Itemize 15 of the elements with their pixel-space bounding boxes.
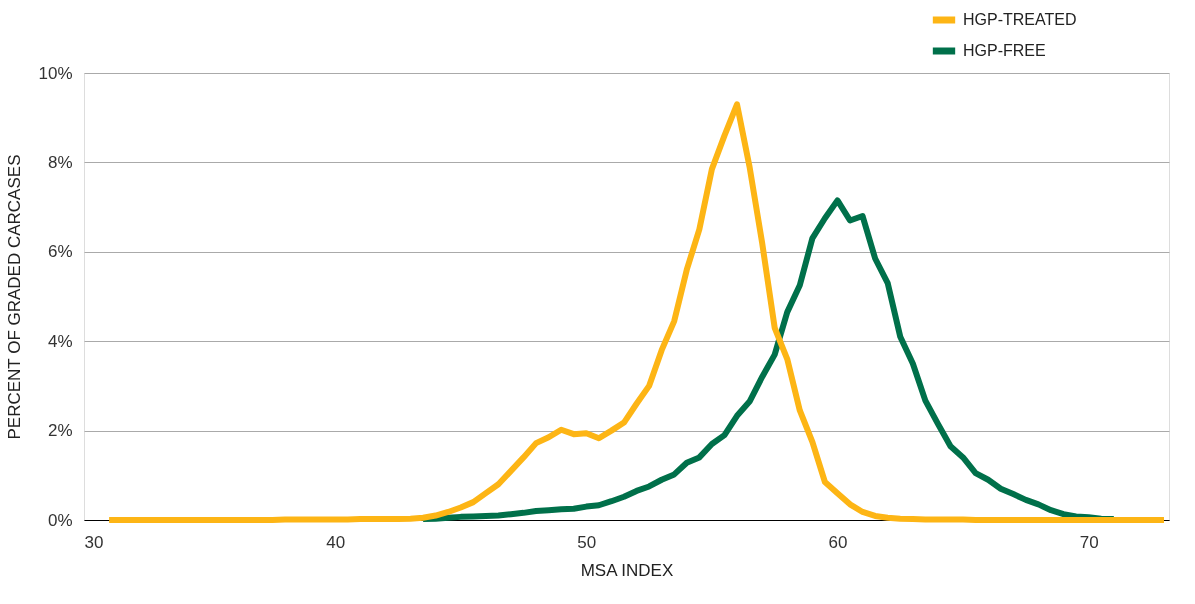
x-axis-title: MSA INDEX bbox=[580, 560, 674, 580]
y-axis-title: PERCENT OF GRADED CARCASES bbox=[5, 154, 25, 440]
legend-label: HGP-FREE bbox=[963, 42, 1046, 59]
y-tick-label: 10% bbox=[38, 63, 73, 83]
legend-label: HGP-TREATED bbox=[963, 11, 1077, 28]
x-tick-label: 50 bbox=[577, 532, 597, 552]
y-tick-label: 4% bbox=[47, 331, 73, 351]
y-tick-label: 8% bbox=[47, 152, 73, 172]
x-tick-label: 60 bbox=[828, 532, 848, 552]
y-tick-label: 2% bbox=[47, 421, 73, 441]
x-tick-label: 30 bbox=[84, 532, 104, 552]
x-tick-label: 70 bbox=[1079, 532, 1099, 552]
x-tick-label: 40 bbox=[326, 532, 346, 552]
y-tick-label: 6% bbox=[47, 242, 73, 262]
y-tick-label: 0% bbox=[47, 510, 73, 530]
